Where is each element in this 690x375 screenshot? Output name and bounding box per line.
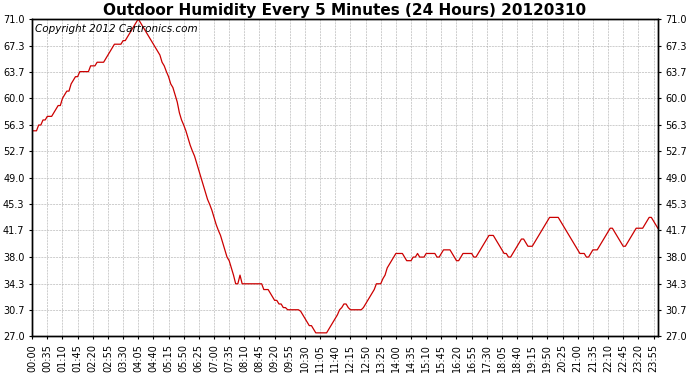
Text: Copyright 2012 Cartronics.com: Copyright 2012 Cartronics.com: [35, 24, 198, 34]
Title: Outdoor Humidity Every 5 Minutes (24 Hours) 20120310: Outdoor Humidity Every 5 Minutes (24 Hou…: [104, 3, 586, 18]
